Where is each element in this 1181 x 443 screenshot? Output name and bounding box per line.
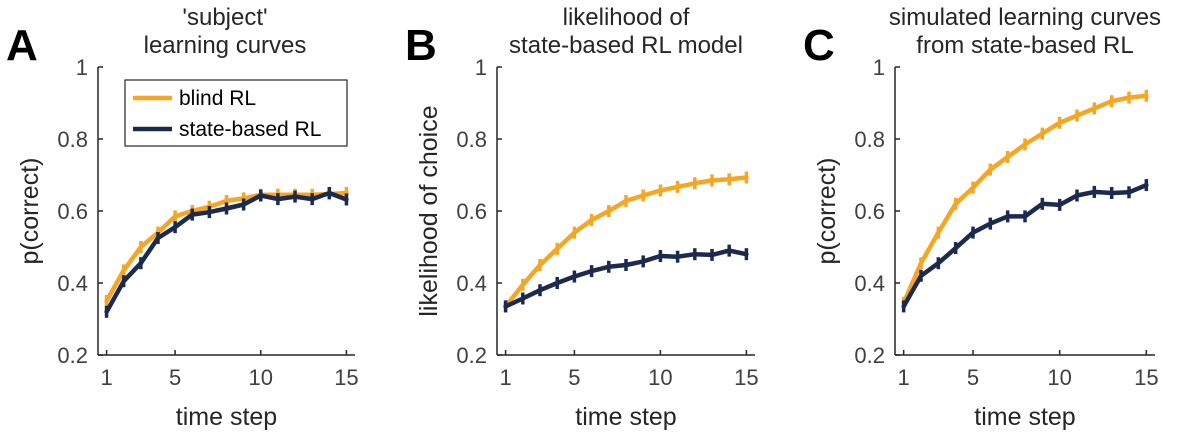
chart-title-line: state-based RL model (509, 32, 743, 59)
chart-title-line: likelihood of (563, 4, 690, 31)
x-axis-label: time step (176, 403, 277, 431)
y-tick-label: 0.6 (854, 199, 885, 224)
x-axis-label: time step (575, 403, 676, 431)
y-tick-label: 1 (76, 55, 88, 80)
panel-letter: C (803, 21, 835, 70)
x-tick-label: 10 (648, 365, 672, 390)
x-tick-label: 5 (967, 365, 979, 390)
chart-title-line: learning curves (144, 32, 307, 59)
y-tick-label: 1 (475, 55, 487, 80)
y-tick-label: 0.8 (456, 127, 487, 152)
y-tick-label: 0.2 (57, 343, 88, 368)
x-tick-label: 10 (249, 365, 273, 390)
y-tick-label: 0.4 (57, 271, 88, 296)
y-tick-label: 0.2 (456, 343, 487, 368)
y-tick-label: 0.8 (57, 127, 88, 152)
legend: blind RL state-based RL (124, 79, 348, 147)
x-tick-label: 5 (568, 365, 580, 390)
y-tick-label: 0.2 (854, 343, 885, 368)
y-tick-label: 0.4 (854, 271, 885, 296)
y-axis-label: likelihood of choice (415, 105, 443, 316)
x-tick-label: 15 (334, 365, 358, 390)
chart-title-line: 'subject' (182, 4, 267, 31)
y-tick-label: 0.6 (456, 199, 487, 224)
y-axis-label: p(correct) (813, 158, 841, 265)
y-tick-label: 0.8 (854, 127, 885, 152)
y-tick-label: 0.6 (57, 199, 88, 224)
legend-label-state-based-rl: state-based RL (179, 118, 321, 141)
x-tick-label: 1 (898, 365, 910, 390)
chart-title-line: from state-based RL (916, 32, 1133, 59)
series-line-state-based-rl (901, 182, 1149, 309)
panel-letter: B (405, 21, 437, 70)
x-tick-label: 15 (734, 365, 758, 390)
x-tick-label: 1 (100, 365, 112, 390)
chart-title-line: simulated learning curves (889, 4, 1161, 31)
y-tick-label: 1 (873, 55, 885, 80)
legend-label-blind-rl: blind RL (179, 87, 256, 110)
panel-letter: A (6, 21, 38, 70)
x-tick-label: 10 (1047, 365, 1071, 390)
series-line-blind-rl (901, 93, 1149, 306)
x-tick-label: 1 (499, 365, 511, 390)
y-tick-label: 0.4 (456, 271, 487, 296)
x-tick-label: 15 (1134, 365, 1158, 390)
x-axis-label: time step (974, 403, 1075, 431)
y-axis-label: p(correct) (16, 158, 44, 265)
legend-box (124, 79, 348, 147)
x-tick-label: 5 (169, 365, 181, 390)
